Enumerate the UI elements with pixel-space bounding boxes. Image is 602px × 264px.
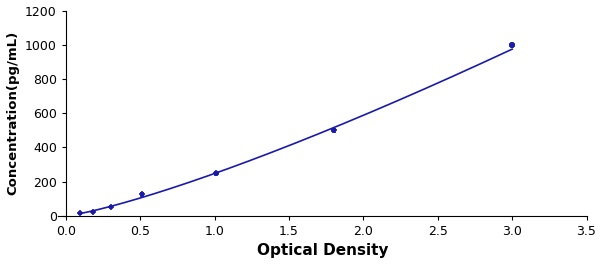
- X-axis label: Optical Density: Optical Density: [256, 243, 388, 258]
- Y-axis label: Concentration(pg/mL): Concentration(pg/mL): [7, 31, 19, 195]
